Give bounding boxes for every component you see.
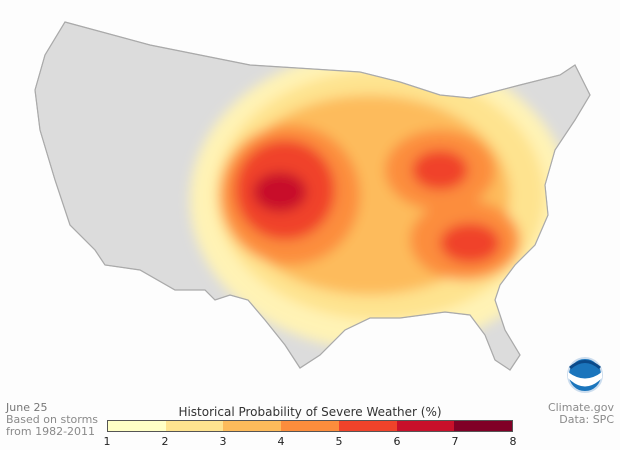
noaa-logo: [567, 357, 603, 393]
legend-colorbar: [107, 420, 513, 432]
contour-6: [253, 172, 307, 212]
legend-swatch-2: [165, 421, 224, 431]
data-source: Data: SPC: [559, 413, 614, 426]
legend-tick: 4: [277, 435, 285, 448]
legend-swatch-1: [108, 421, 166, 431]
legend-swatch-7: [454, 421, 513, 431]
legend-swatch-6: [396, 421, 455, 431]
contour-5c: [440, 223, 500, 263]
legend-tick: 2: [161, 435, 169, 448]
legend-tick: 8: [509, 435, 517, 448]
legend-tick: 7: [451, 435, 459, 448]
legend-swatch-3: [223, 421, 282, 431]
legend-title: Historical Probability of Severe Weather…: [178, 405, 442, 419]
credits: Climate.gov Data: SPC: [548, 402, 614, 426]
date-info: June 25 Based on storms from 1982-2011: [6, 402, 98, 438]
legend-swatch-4: [281, 421, 339, 431]
legend-tick: 6: [393, 435, 401, 448]
contour-5b: [412, 150, 468, 190]
basis-line-1: Based on storms: [6, 413, 99, 426]
legend-tick: 5: [335, 435, 343, 448]
legend-tick: 3: [219, 435, 227, 448]
legend-tick: 1: [103, 435, 111, 448]
credit: Climate.gov: [547, 401, 614, 414]
basis-line-2: from 1982-2011: [6, 425, 96, 438]
date-label: June 25: [6, 401, 48, 414]
legend-swatch-5: [338, 421, 397, 431]
probability-contours: [190, 50, 570, 350]
